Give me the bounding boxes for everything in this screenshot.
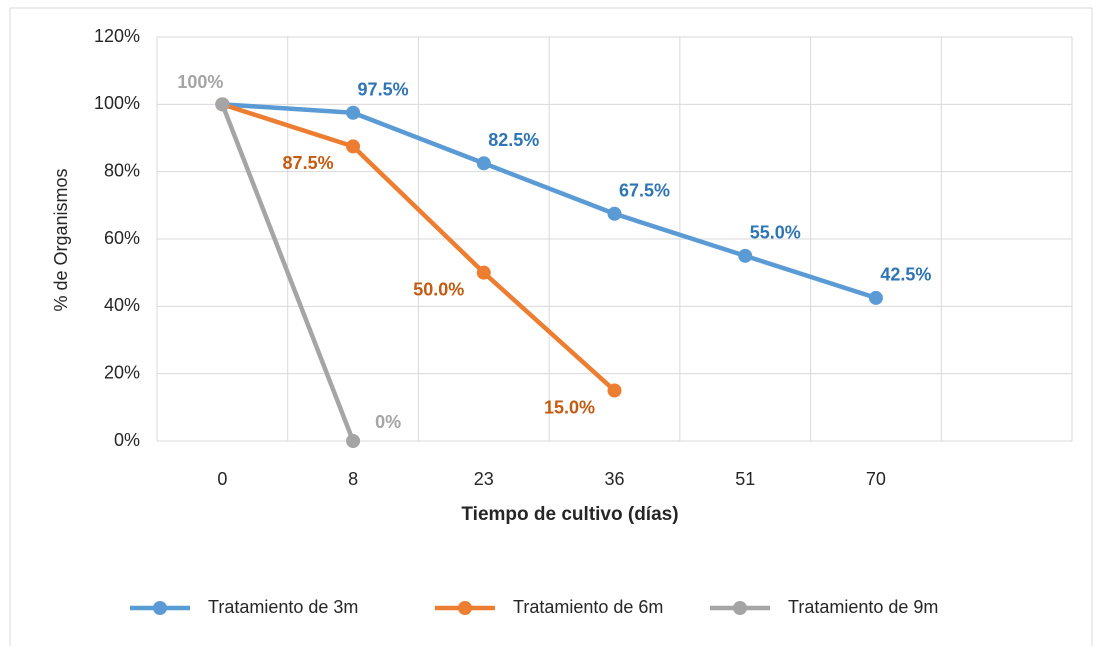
data-label: 67.5%: [619, 181, 670, 201]
legend-marker: [458, 601, 472, 615]
legend-label: Tratamiento de 6m: [513, 597, 663, 617]
x-tick-label: 70: [866, 469, 886, 489]
data-label: 87.5%: [283, 153, 334, 173]
y-axis-title: % de Organismos: [51, 168, 71, 311]
data-label: 0%: [375, 412, 401, 432]
data-label: 15.0%: [544, 397, 595, 417]
data-label: 42.5%: [880, 265, 931, 285]
y-tick-label: 80%: [104, 160, 140, 180]
data-label: 97.5%: [358, 80, 409, 100]
x-tick-label: 8: [348, 469, 358, 489]
data-point: [476, 156, 491, 171]
data-point: [868, 290, 883, 305]
y-tick-label: 100%: [94, 93, 140, 113]
series-line: [222, 102, 877, 301]
x-axis-title: Tiempo de cultivo (días): [461, 504, 678, 525]
legend-label: Tratamiento de 9m: [788, 597, 938, 617]
y-tick-label: 0%: [114, 430, 140, 450]
legend-marker: [733, 601, 747, 615]
series-line: [221, 102, 617, 393]
y-tick-label: 40%: [104, 295, 140, 315]
x-tick-label: 23: [474, 469, 494, 489]
data-label: 55.0%: [750, 223, 801, 243]
data-label: 100%: [177, 72, 223, 92]
data-point: [738, 248, 753, 263]
series-line: [220, 103, 356, 442]
data-point: [607, 383, 622, 398]
data-point: [215, 97, 230, 112]
x-tick-label: 36: [604, 469, 624, 489]
chart-border: [9, 7, 1093, 646]
data-point: [346, 105, 361, 120]
y-tick-label: 60%: [104, 228, 140, 248]
legend-label: Tratamiento de 3m: [208, 597, 358, 617]
data-point: [346, 139, 361, 154]
data-point: [346, 434, 361, 448]
data-label: 82.5%: [488, 130, 539, 150]
x-tick-label: 51: [735, 469, 755, 489]
y-tick-label: 120%: [94, 26, 140, 46]
data-point: [476, 265, 491, 280]
data-label: 50.0%: [413, 279, 464, 299]
y-tick-label: 20%: [104, 362, 140, 382]
legend-marker: [153, 601, 167, 615]
data-point: [607, 206, 622, 221]
x-tick-label: 0: [217, 469, 227, 489]
